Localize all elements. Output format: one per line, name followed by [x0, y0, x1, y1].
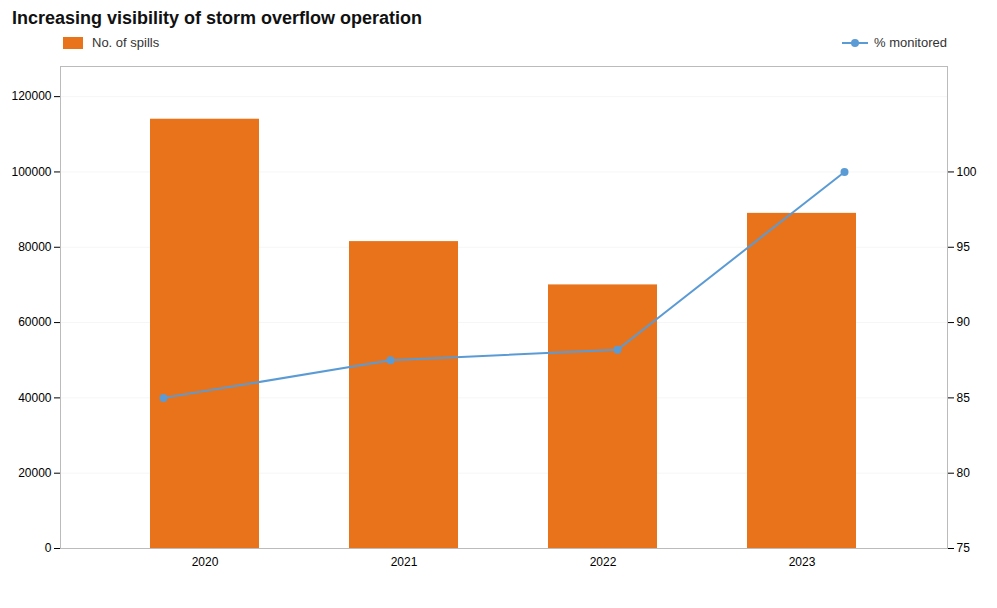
svg-text:95: 95: [957, 240, 971, 254]
svg-text:120000: 120000: [11, 89, 51, 103]
svg-text:20000: 20000: [18, 466, 52, 480]
svg-text:80000: 80000: [18, 240, 52, 254]
svg-text:85: 85: [957, 391, 971, 405]
html-text:Increasing visibility of storm: Increasing visibility of storm overflow …: [12, 8, 423, 28]
html-text:% monitored: % monitored: [874, 35, 947, 50]
svg-text:60000: 60000: [18, 315, 52, 329]
svg-text:0: 0: [45, 541, 52, 555]
svg-text:2023: 2023: [789, 555, 816, 569]
svg-text:40000: 40000: [18, 391, 52, 405]
svg-text:75: 75: [957, 541, 971, 555]
svg-text:2020: 2020: [192, 555, 219, 569]
svg-text:100000: 100000: [11, 165, 51, 179]
svg-text:2021: 2021: [391, 555, 418, 569]
svg-text:90: 90: [957, 315, 971, 329]
svg-text:100: 100: [957, 165, 977, 179]
svg-text:80: 80: [957, 466, 971, 480]
svg-text:2022: 2022: [590, 555, 617, 569]
html-text:No. of spills: No. of spills: [92, 35, 160, 50]
